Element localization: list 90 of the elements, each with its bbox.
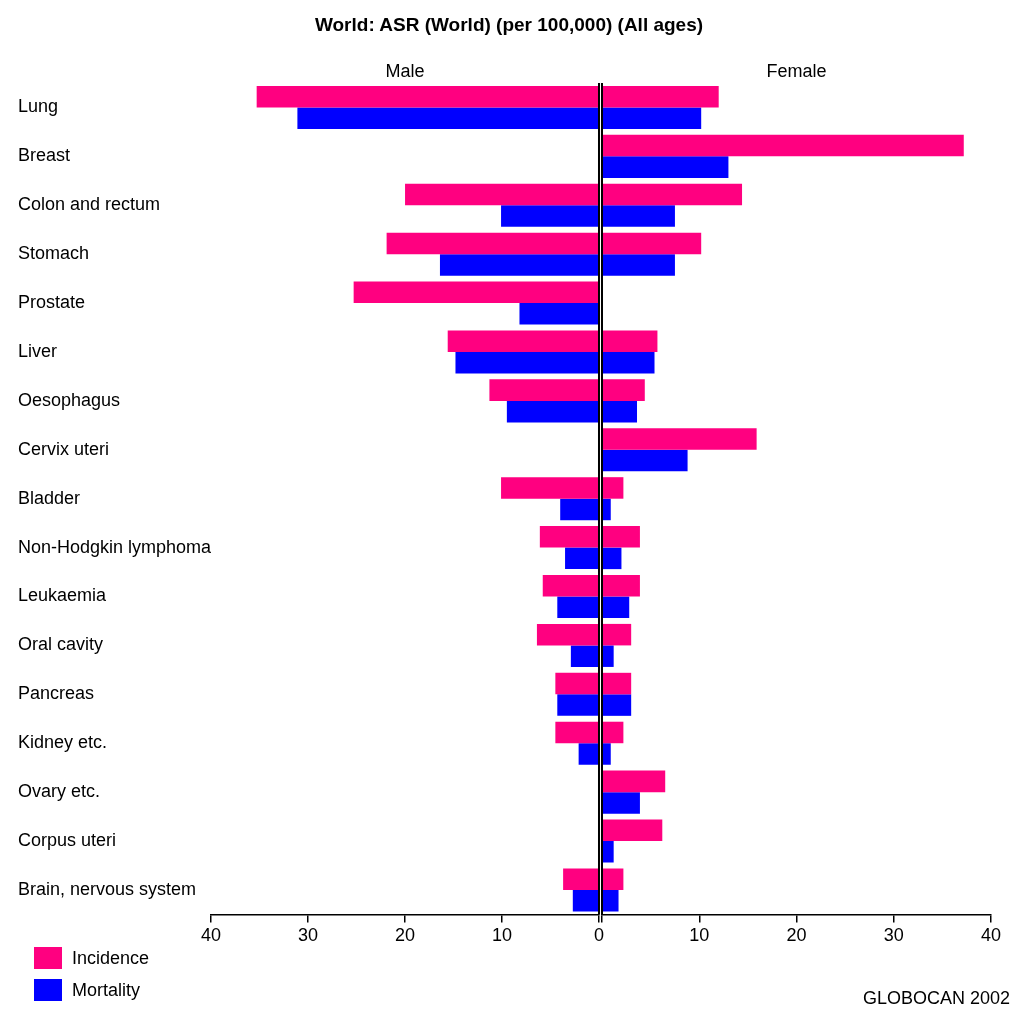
bar (602, 330, 658, 352)
x-tick-label: 20 (395, 925, 416, 946)
bar (565, 547, 599, 570)
y-tick-label: Kidney etc. (18, 732, 108, 753)
bar (539, 526, 599, 548)
y-tick-label: Corpus uteri (18, 830, 117, 851)
y-tick-label: Pancreas (18, 683, 95, 704)
bar (570, 645, 599, 667)
bar (602, 351, 655, 374)
bar (602, 841, 614, 863)
bar (602, 428, 757, 450)
bar (560, 498, 599, 521)
bar (386, 232, 599, 255)
x-tick-label: 30 (298, 925, 319, 946)
bar (602, 232, 702, 255)
bar (602, 574, 640, 597)
chart-title: World: ASR (World) (per 100,000) (All ages) (313, 14, 705, 36)
bar (506, 400, 599, 423)
bar (602, 721, 624, 744)
y-tick-label: Ovary etc. (18, 781, 101, 802)
x-tick-label: 30 (883, 925, 904, 946)
bar (602, 85, 719, 108)
bar (602, 498, 611, 521)
y-tick-label: Cervix uteri (18, 438, 110, 459)
bar (353, 281, 599, 304)
bar (602, 254, 675, 276)
bar (602, 400, 637, 423)
bar (602, 819, 663, 842)
bar (297, 107, 599, 129)
bar (602, 770, 666, 793)
y-tick-label: Lung (18, 96, 59, 117)
bar (602, 596, 630, 619)
y-tick-label: Brain, nervous system (18, 878, 197, 899)
bar (602, 379, 645, 401)
bar (572, 889, 599, 912)
bar (602, 547, 622, 570)
bar (602, 645, 614, 667)
bar (602, 868, 624, 890)
bar (555, 672, 599, 695)
x-tick-label: 40 (980, 925, 1001, 946)
bar (439, 254, 599, 276)
x-tick-label: 20 (786, 925, 807, 946)
bar (602, 889, 619, 912)
bar (256, 85, 599, 108)
bar (602, 792, 640, 814)
chart-subtitle: Male (385, 60, 425, 81)
y-tick-label: Prostate (18, 292, 86, 313)
bar (602, 134, 964, 157)
bar (557, 694, 599, 716)
bar (489, 379, 599, 401)
x-tick-label: 0 (593, 925, 604, 946)
bar (602, 694, 632, 716)
bar (602, 449, 688, 472)
bar (542, 574, 599, 597)
y-tick-label: Oral cavity (18, 634, 104, 655)
legend-label: Mortality (72, 979, 141, 1001)
y-tick-label: Non-Hodgkin lymphoma (18, 536, 213, 557)
bar (455, 351, 599, 374)
bar (536, 623, 599, 646)
y-tick-label: Liver (18, 340, 58, 361)
y-tick-label: Stomach (18, 243, 90, 264)
y-tick-label: Leukaemia (18, 585, 108, 606)
x-tick-label: 40 (201, 925, 222, 946)
bar (602, 743, 611, 765)
text: GLOBOCAN 2002 (862, 987, 1010, 1008)
bar (602, 623, 632, 646)
legend-label: Incidence (72, 947, 150, 969)
bar (602, 477, 624, 499)
bar (519, 303, 599, 325)
y-tick-label: Colon and rectum (18, 194, 161, 215)
bar (602, 205, 675, 227)
x-tick-label: 10 (689, 925, 710, 946)
bar (557, 596, 599, 619)
bar (578, 743, 599, 765)
y-tick-label: Oesophagus (18, 389, 121, 410)
x-tick-label: 10 (492, 925, 513, 946)
bar (602, 672, 632, 695)
bar (563, 868, 599, 890)
bar (447, 330, 599, 352)
y-tick-label: Bladder (18, 487, 81, 508)
bar (602, 526, 640, 548)
bar (602, 183, 743, 206)
bar (501, 205, 599, 227)
bar (501, 477, 599, 499)
chart-subtitle: Female (766, 60, 827, 81)
bar (602, 107, 702, 129)
y-tick-label: Breast (18, 145, 71, 166)
bar (602, 156, 729, 178)
bar (405, 183, 599, 206)
bar (555, 721, 599, 744)
